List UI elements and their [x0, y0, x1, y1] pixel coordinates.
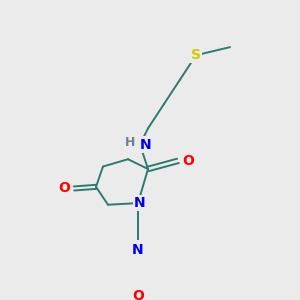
- Text: N: N: [132, 242, 144, 256]
- Text: O: O: [58, 182, 70, 196]
- Text: N: N: [132, 243, 144, 257]
- Text: N: N: [140, 138, 152, 152]
- Text: S: S: [191, 48, 201, 62]
- Text: O: O: [132, 289, 144, 300]
- Text: N: N: [134, 196, 146, 210]
- Text: O: O: [182, 154, 194, 168]
- Text: H: H: [125, 136, 135, 149]
